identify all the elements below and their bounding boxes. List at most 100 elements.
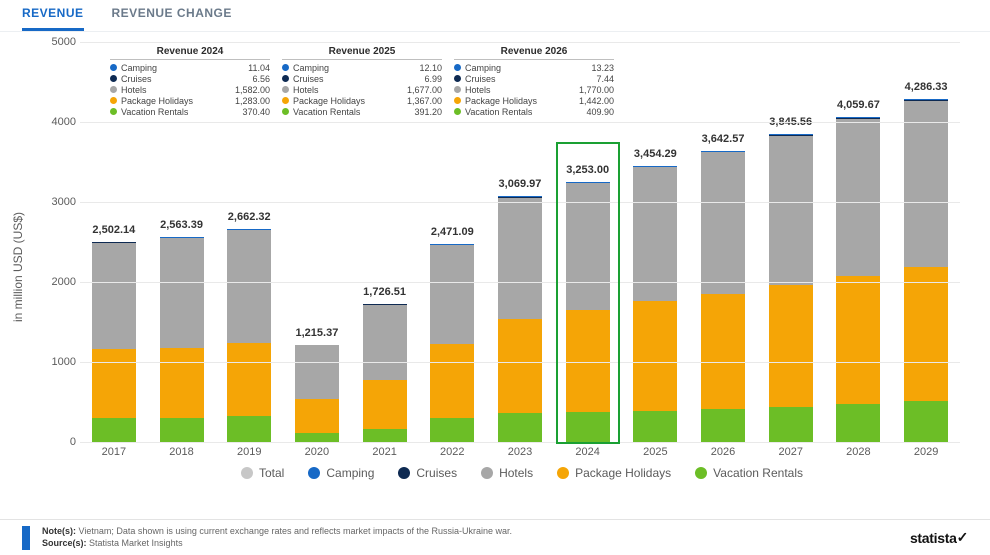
top-legend-row: Vacation Rentals409.90 [454,106,614,117]
top-legend-value: 1,582.00 [235,85,270,95]
top-legend-value: 6.56 [252,74,270,84]
top-legend-label: Cruises [293,74,324,84]
top-legend-row: Camping11.04 [110,62,270,73]
y-tick-label: 0 [36,436,76,448]
top-legend-row: Hotels 1,677.00 [282,84,442,95]
bar-2024[interactable]: 3,253.00 [566,182,610,442]
top-legend-swatch [454,64,461,71]
bar-2023[interactable]: 3,069.97 [498,196,542,442]
footer-text: Note(s): Vietnam; Data shown is using cu… [42,526,512,549]
top-legend-row: Camping13.23 [454,62,614,73]
bar-2021[interactable]: 1,726.51 [363,304,407,442]
bar-2019[interactable]: 2,662.32 [227,229,271,442]
legend-item-hotels[interactable]: Hotels [481,466,533,480]
top-legend-swatch [110,86,117,93]
top-legend-label: Package Holidays [293,96,365,106]
segment-package_holidays [92,349,136,418]
segment-package_holidays [227,343,271,417]
bar-total-label: 4,286.33 [905,81,948,93]
top-legend-swatch [110,75,117,82]
x-tick-label: 2024 [566,446,610,458]
segment-hotels [498,198,542,319]
top-legend-label: Vacation Rentals [293,107,360,117]
top-legend-swatch [282,75,289,82]
top-legend-swatch [454,86,461,93]
top-legend-swatch [110,97,117,104]
notes-text: Vietnam; Data shown is using current exc… [79,526,513,536]
top-legend-swatch [282,86,289,93]
segment-package_holidays [363,380,407,430]
segment-vacation_rentals [836,404,880,442]
chart-area: in million USD (US$) Revenue 2024 Camping… [0,32,990,502]
segment-vacation_rentals [295,433,339,442]
segment-vacation_rentals [769,407,813,442]
bar-2025[interactable]: 3,454.29 [633,166,677,442]
bar-2018[interactable]: 2,563.39 [160,237,204,442]
segment-hotels [430,245,474,344]
legend-item-vacation-rentals[interactable]: Vacation Rentals [695,466,803,480]
segment-package_holidays [633,301,677,410]
bar-total-label: 2,502.14 [92,224,135,236]
top-legend-label: Vacation Rentals [121,107,188,117]
segment-package_holidays [769,285,813,407]
notes-label: Note(s): [42,526,76,536]
bar-total-label: 3,642.57 [702,133,745,145]
top-legend-swatch [110,108,117,115]
top-legend-value: 1,442.00 [579,96,614,106]
y-tick-label: 4000 [36,116,76,128]
segment-vacation_rentals [363,429,407,442]
tab-revenue[interactable]: REVENUE [22,6,84,31]
top-legend-title: Revenue 2026 [454,46,614,60]
segment-package_holidays [904,267,948,401]
x-axis-labels: 2017201820192020202120222023202420252026… [80,446,960,458]
top-legend-value: 11.04 [248,63,270,73]
tab-revenue-change[interactable]: REVENUE CHANGE [112,6,232,31]
legend-item-camping[interactable]: Camping [308,466,374,480]
top-legend-row: Package Holidays 1,442.00 [454,95,614,106]
y-axis-label: in million USD (US$) [11,212,25,322]
x-tick-label: 2028 [836,446,880,458]
legend-swatch [481,467,493,479]
y-tick-label: 3000 [36,196,76,208]
top-legend-title: Revenue 2024 [110,46,270,60]
legend-swatch [241,467,253,479]
top-legend-label: Hotels [293,85,319,95]
bar-2020[interactable]: 1,215.37 [295,345,339,442]
segment-vacation_rentals [566,412,610,442]
top-legend-label: Hotels [121,85,147,95]
bar-2027[interactable]: 3,845.56 [769,134,813,442]
bar-2017[interactable]: 2,502.14 [92,242,136,442]
top-legend-label: Package Holidays [465,96,537,106]
top-legend-group: Revenue 2024Camping11.04Cruises6.56Hotel… [110,46,614,117]
top-legend-revenue-2024: Revenue 2024Camping11.04Cruises6.56Hotel… [110,46,270,117]
bar-2029[interactable]: 4,286.33 [904,99,948,442]
segment-vacation_rentals [904,401,948,442]
top-legend-label: Cruises [465,74,496,84]
top-legend-swatch [282,64,289,71]
x-tick-label: 2019 [227,446,271,458]
legend-item-cruises[interactable]: Cruises [398,466,457,480]
top-legend-value: 7.44 [596,74,614,84]
bar-total-label: 3,253.00 [566,164,609,176]
bar-total-label: 1,215.37 [295,327,338,339]
bar-2026[interactable]: 3,642.57 [701,151,745,442]
legend-item-total[interactable]: Total [241,466,284,480]
bar-2028[interactable]: 4,059.67 [836,117,880,442]
legend-swatch [308,467,320,479]
x-tick-label: 2021 [363,446,407,458]
top-legend-swatch [454,97,461,104]
top-legend-row: Vacation Rentals391.20 [282,106,442,117]
top-legend-row: Hotels1,770.00 [454,84,614,95]
x-tick-label: 2018 [160,446,204,458]
segment-package_holidays [160,348,204,418]
top-legend-value: 1,677.00 [407,85,442,95]
top-legend-revenue-2025: Revenue 2025Camping12.10Cruises6.99Hotel… [282,46,442,117]
segment-vacation_rentals [701,409,745,442]
legend-item-package-holidays[interactable]: Package Holidays [557,466,671,480]
x-tick-label: 2020 [295,446,339,458]
top-legend-revenue-2026: Revenue 2026 Camping13.23Cruises 7.44Hotel… [454,46,614,117]
top-legend-label: Camping [293,63,329,73]
bar-2022[interactable]: 2,471.09 [430,244,474,442]
top-legend-swatch [282,108,289,115]
gridline [80,442,960,443]
